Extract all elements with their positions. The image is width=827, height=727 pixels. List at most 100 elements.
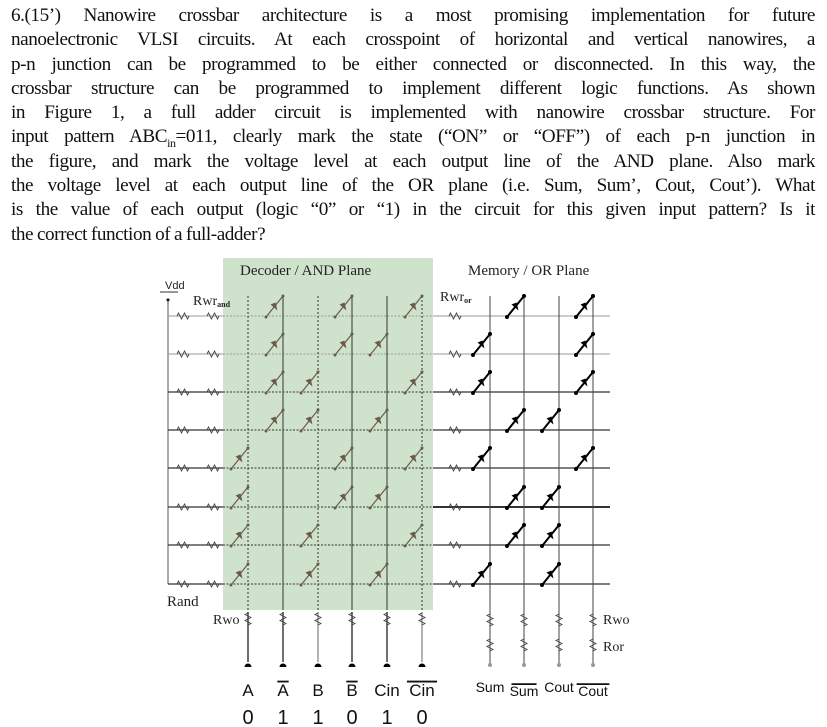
- diode-terminal: [299, 544, 303, 548]
- resistor-icon: [448, 387, 462, 397]
- rand-label: Rand: [167, 594, 199, 610]
- diode-terminal: [246, 485, 250, 489]
- diode-terminal: [505, 506, 509, 510]
- diode-terminal: [488, 562, 492, 566]
- diode-terminal: [403, 467, 407, 471]
- resistor-icon: [243, 612, 253, 626]
- diode-terminal: [522, 485, 526, 489]
- input-terminal-icon: [244, 663, 252, 667]
- diode-icon: [477, 340, 485, 349]
- input-label: A: [277, 681, 289, 700]
- resistor-icon: [206, 311, 220, 321]
- resistor-icon: [206, 579, 220, 589]
- resistor-icon: [448, 349, 462, 359]
- diode-icon: [339, 302, 347, 311]
- diode-terminal: [488, 446, 492, 450]
- diode-icon: [270, 340, 278, 349]
- and-pn-junction: [333, 485, 354, 510]
- resistor-icon: [347, 612, 357, 626]
- diode-icon: [305, 378, 313, 387]
- or-pn-junction: [574, 370, 595, 395]
- subscript: and: [217, 300, 230, 309]
- or-pn-junction: [540, 408, 561, 433]
- or-pn-junction: [471, 446, 492, 471]
- output-label: Sum: [476, 679, 505, 695]
- diode-icon: [477, 454, 485, 463]
- resistor-icon: [485, 638, 495, 652]
- question-line: the figure, and mark the voltage level a…: [11, 150, 815, 172]
- or-pn-junction: [574, 332, 595, 357]
- and-pn-junction: [264, 370, 285, 395]
- input-terminal-icon: [383, 663, 391, 667]
- diode-terminal: [540, 544, 544, 548]
- diode-terminal: [368, 583, 372, 587]
- resistor-icon: [448, 311, 462, 321]
- or-pn-junction: [505, 485, 526, 510]
- or-pn-junction: [505, 523, 526, 548]
- rwo-label: Rwo: [213, 613, 239, 628]
- diode-icon: [409, 378, 417, 387]
- input-value: 0: [242, 707, 253, 727]
- diode-icon: [511, 531, 519, 540]
- resistor-icon: [554, 613, 564, 627]
- resistor-icon: [206, 463, 220, 473]
- resistor-icon: [176, 387, 190, 397]
- rwr-and-label: Rwrand: [193, 294, 231, 309]
- diode-terminal: [574, 353, 578, 357]
- diode-icon: [580, 454, 588, 463]
- resistor-icon: [206, 540, 220, 550]
- text: Rwr: [440, 290, 464, 305]
- resistor-icon: [588, 613, 598, 627]
- input-terminal-icon: [348, 663, 356, 667]
- subscript: in: [167, 136, 176, 151]
- diode-icon: [270, 302, 278, 311]
- resistor-icon: [417, 612, 427, 626]
- diode-terminal: [522, 294, 526, 298]
- diode-icon: [374, 340, 382, 349]
- and-pn-junction: [403, 446, 424, 471]
- diode-terminal: [229, 583, 233, 587]
- rwr-or-label: Rwror: [440, 290, 472, 305]
- diode-icon: [374, 416, 382, 425]
- and-pn-junction: [368, 562, 389, 587]
- diode-icon: [305, 570, 313, 579]
- and-pn-junction: [333, 294, 354, 319]
- input-value: 1: [277, 707, 288, 727]
- diode-icon: [409, 302, 417, 311]
- resistor-icon: [176, 425, 190, 435]
- diode-icon: [270, 416, 278, 425]
- ground-icon: [522, 663, 526, 667]
- resistor-icon: [176, 349, 190, 359]
- diode-terminal: [557, 485, 561, 489]
- resistor-icon: [448, 463, 462, 473]
- output-label: Cout: [544, 679, 574, 695]
- diode-icon: [511, 302, 519, 311]
- diode-terminal: [246, 562, 250, 566]
- diode-terminal: [264, 429, 268, 433]
- diode-terminal: [264, 315, 268, 319]
- diode-icon: [235, 493, 243, 502]
- question-text: 6.(15’) Nanowire crossbar architecture i…: [11, 4, 815, 247]
- text: Rwr: [193, 294, 217, 309]
- resistor-icon: [278, 612, 288, 626]
- resistor-icon: [519, 613, 529, 627]
- text: input pattern ABC: [11, 126, 168, 148]
- diode-icon: [511, 416, 519, 425]
- diode-icon: [339, 493, 347, 502]
- diode-terminal: [522, 408, 526, 412]
- diode-terminal: [281, 408, 285, 412]
- and-pn-junction: [229, 562, 250, 587]
- diode-icon: [511, 493, 519, 502]
- and-pn-junction: [333, 332, 354, 357]
- diode-icon: [374, 570, 382, 579]
- resistor-icon: [206, 349, 220, 359]
- diode-terminal: [264, 391, 268, 395]
- resistor-icon: [176, 502, 190, 512]
- diode-terminal: [385, 562, 389, 566]
- input-terminal-icon: [418, 663, 426, 667]
- and-pn-junction: [229, 446, 250, 471]
- output-label: Cout: [578, 683, 608, 699]
- diode-terminal: [403, 315, 407, 319]
- diode-terminal: [488, 332, 492, 336]
- input-value: 1: [312, 707, 323, 727]
